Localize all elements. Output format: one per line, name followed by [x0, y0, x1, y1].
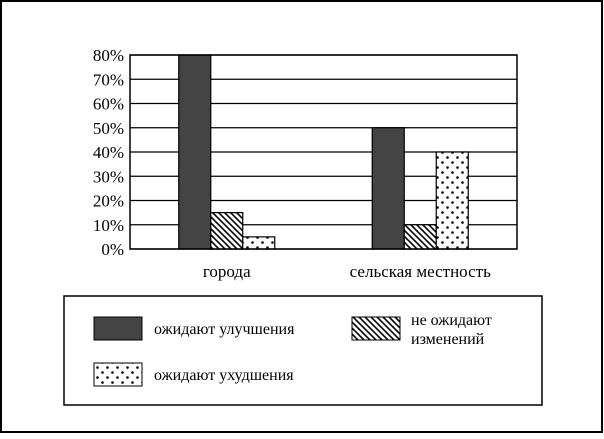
- y-tick-label: 30%: [93, 167, 124, 186]
- bar-dots: [435, 151, 469, 250]
- bar-hatch: [403, 224, 437, 250]
- legend-label-improvement: ожидают улучшения: [154, 321, 295, 338]
- y-tick-label: 60%: [93, 95, 124, 114]
- y-tick-label: 20%: [93, 192, 124, 211]
- x-category-label: города: [203, 262, 251, 281]
- y-tick-label: 40%: [93, 143, 124, 162]
- legend-label-no-change-line1: не ожидают: [411, 312, 492, 329]
- bar-dots: [242, 236, 276, 250]
- plot-area-border: [129, 54, 518, 250]
- bar-solid: [178, 54, 212, 250]
- y-tick-label: 70%: [93, 70, 124, 89]
- y-tick-label: 10%: [93, 216, 124, 235]
- x-category-label: сельская местность: [350, 262, 491, 281]
- x-axis-category-labels: города сельская местность: [203, 262, 491, 281]
- y-axis-tick-labels: 0% 10% 20% 30% 40% 50% 60% 70% 80%: [93, 46, 124, 259]
- bar-hatch: [210, 212, 244, 250]
- legend-label-worsening: ожидают ухудшения: [154, 367, 294, 384]
- y-tick-label: 50%: [93, 119, 124, 138]
- legend-swatch-hatch: [351, 316, 401, 341]
- y-tick-label: 80%: [93, 46, 124, 65]
- legend-swatch-dots: [93, 362, 143, 387]
- y-tick-label: 0%: [101, 240, 124, 259]
- legend-label-no-change-line2: изменений: [411, 331, 485, 348]
- legend-box: [63, 295, 543, 406]
- bar-solid: [371, 127, 405, 250]
- legend-swatch-solid: [93, 316, 143, 341]
